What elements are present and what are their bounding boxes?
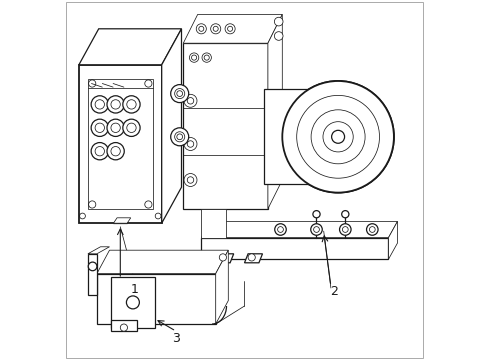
Circle shape <box>366 224 377 235</box>
Circle shape <box>274 224 285 235</box>
Circle shape <box>122 119 140 136</box>
Circle shape <box>331 130 344 143</box>
Circle shape <box>91 96 108 113</box>
Polygon shape <box>183 43 267 209</box>
Circle shape <box>202 53 211 62</box>
Circle shape <box>122 96 140 113</box>
Circle shape <box>310 224 322 235</box>
Circle shape <box>91 143 108 160</box>
Circle shape <box>170 128 188 146</box>
Circle shape <box>219 254 226 261</box>
Circle shape <box>183 94 197 107</box>
Polygon shape <box>183 14 282 43</box>
Circle shape <box>274 17 283 26</box>
Circle shape <box>339 224 350 235</box>
Polygon shape <box>201 209 226 238</box>
Circle shape <box>341 211 348 218</box>
Text: 2: 2 <box>330 285 338 298</box>
Circle shape <box>183 174 197 186</box>
Polygon shape <box>97 250 228 274</box>
Circle shape <box>274 32 283 40</box>
Circle shape <box>126 296 139 309</box>
Circle shape <box>183 138 197 150</box>
Circle shape <box>107 119 124 136</box>
Circle shape <box>196 24 206 34</box>
Text: 3: 3 <box>172 332 180 345</box>
Polygon shape <box>79 65 162 223</box>
Circle shape <box>120 324 127 331</box>
Polygon shape <box>111 277 154 328</box>
Polygon shape <box>111 320 136 331</box>
Circle shape <box>224 24 235 34</box>
Text: 1: 1 <box>130 283 139 296</box>
Polygon shape <box>79 29 181 65</box>
Polygon shape <box>244 254 262 263</box>
Circle shape <box>107 143 124 160</box>
Circle shape <box>189 53 199 62</box>
Polygon shape <box>215 254 233 263</box>
Circle shape <box>331 130 344 143</box>
Polygon shape <box>113 218 130 223</box>
Circle shape <box>88 262 97 271</box>
Polygon shape <box>162 29 181 223</box>
Circle shape <box>210 24 220 34</box>
Circle shape <box>282 81 393 193</box>
Circle shape <box>312 211 320 218</box>
Circle shape <box>91 119 108 136</box>
Polygon shape <box>387 221 397 259</box>
Polygon shape <box>264 89 352 184</box>
Circle shape <box>247 254 255 261</box>
Circle shape <box>107 96 124 113</box>
Polygon shape <box>88 254 97 295</box>
Polygon shape <box>88 247 109 254</box>
Polygon shape <box>97 274 215 324</box>
Polygon shape <box>267 14 282 209</box>
Circle shape <box>282 81 393 193</box>
Polygon shape <box>201 238 387 259</box>
Polygon shape <box>215 250 228 324</box>
Circle shape <box>170 85 188 103</box>
Polygon shape <box>201 221 397 238</box>
